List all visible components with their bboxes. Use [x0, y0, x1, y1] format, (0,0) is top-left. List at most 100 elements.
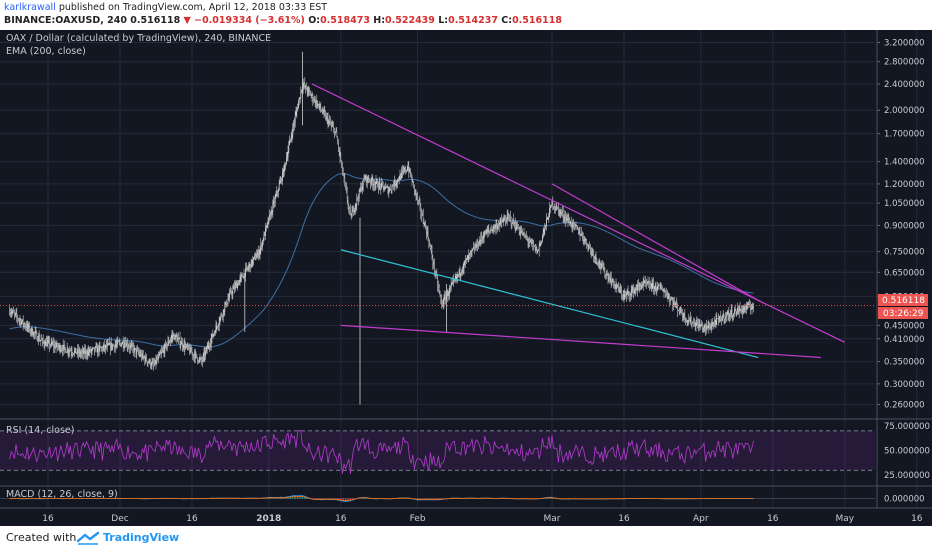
candle-body [730, 310, 732, 315]
candle-body [373, 184, 374, 186]
candle-body [451, 283, 453, 285]
candle-body [39, 340, 41, 341]
candle-body [63, 345, 65, 346]
x-tick-label: Mar [544, 514, 561, 524]
candle-body [388, 190, 390, 194]
candle-body [62, 345, 64, 352]
candle-body [654, 286, 655, 290]
candle-body [170, 340, 171, 342]
candle-body [363, 179, 365, 180]
x-tick-label: 16 [618, 514, 630, 524]
candle-body [83, 349, 85, 354]
candle-body [341, 160, 342, 163]
x-tick-label: 16 [335, 514, 347, 524]
candle-body [390, 189, 392, 191]
candle-body [591, 250, 593, 253]
y-tick-label: 0.900000 [884, 221, 925, 231]
candle-body [178, 337, 180, 339]
candle-body [193, 354, 194, 356]
candle-body [496, 224, 498, 229]
candle-body [28, 325, 30, 328]
candle-body [34, 332, 35, 334]
candle-body [452, 281, 454, 284]
candle-body [120, 343, 122, 347]
candle-body [718, 316, 720, 321]
candle-body [375, 180, 377, 184]
candle-body [274, 201, 275, 203]
candle-body [506, 215, 508, 223]
macd-pane [0, 495, 875, 503]
candle-body [550, 205, 552, 207]
candle-body [174, 335, 176, 341]
candle-body [94, 347, 95, 351]
candle-body [714, 322, 716, 325]
candle-body [131, 344, 133, 346]
candle-body [478, 245, 479, 248]
candle-body [218, 322, 220, 326]
candle-body [578, 231, 580, 234]
x-tick-label: 16 [911, 514, 923, 524]
candle-body [582, 236, 584, 241]
candle-body [174, 334, 175, 341]
candle-body [640, 286, 642, 289]
candle-body [170, 337, 172, 341]
candle-body [252, 259, 254, 265]
candle-body [90, 348, 91, 352]
candle-body [148, 362, 150, 363]
candle-body [334, 131, 336, 135]
candle-body [687, 320, 689, 322]
candle-body [619, 288, 621, 292]
candle-body [112, 345, 114, 348]
candle-body [576, 226, 578, 229]
candle-body [704, 325, 706, 327]
author-link[interactable]: karlkrawall [4, 2, 56, 13]
candle-body [21, 321, 22, 325]
candle-body [269, 214, 270, 217]
candle-body [694, 322, 695, 326]
candle-body [432, 257, 434, 264]
candle-body [265, 227, 266, 236]
candle-body [693, 321, 694, 323]
candle-body [552, 200, 554, 208]
candle-body [164, 344, 166, 353]
candle-body [116, 343, 118, 345]
candle-body [553, 207, 554, 208]
candle-body [649, 282, 650, 287]
candle-body [299, 97, 301, 99]
candle-body [90, 350, 92, 352]
candle-body [22, 319, 24, 325]
tradingview-logo-icon[interactable] [76, 531, 100, 548]
candle-body [652, 282, 654, 284]
candle-body [510, 216, 511, 218]
candle-body [70, 350, 71, 352]
candle-body [459, 269, 461, 275]
tradingview-brand-link[interactable]: TradingView [103, 531, 180, 544]
candle-body [41, 339, 42, 341]
candle-body [316, 100, 318, 106]
candle-body [713, 322, 714, 324]
candle-body [512, 219, 514, 224]
candles-layer [9, 51, 754, 405]
candle-body [408, 167, 410, 173]
candle-body [406, 170, 407, 172]
candle-body [426, 231, 428, 235]
candle-body [277, 190, 278, 192]
candle-body [26, 326, 27, 329]
candle-body [561, 212, 562, 214]
candle-body [250, 259, 252, 269]
chart-canvas[interactable]: 3.200000 2.800000 2.400000 2.000000 1.700000… [0, 30, 932, 526]
candle-body [739, 307, 741, 310]
candle-body [515, 227, 517, 230]
candle-body [397, 179, 398, 183]
candle-body [85, 350, 86, 354]
candle-body [81, 352, 82, 354]
candle-body [514, 222, 516, 228]
candle-body [136, 349, 138, 354]
candle-body [260, 244, 262, 249]
candle-body [159, 353, 161, 355]
candle-body [598, 263, 599, 265]
y-tick-label: 0.650000 [884, 268, 925, 278]
change-value: −0.019334 (−3.61%) [194, 15, 305, 26]
candle-body [338, 142, 339, 149]
candle-body [663, 290, 665, 292]
